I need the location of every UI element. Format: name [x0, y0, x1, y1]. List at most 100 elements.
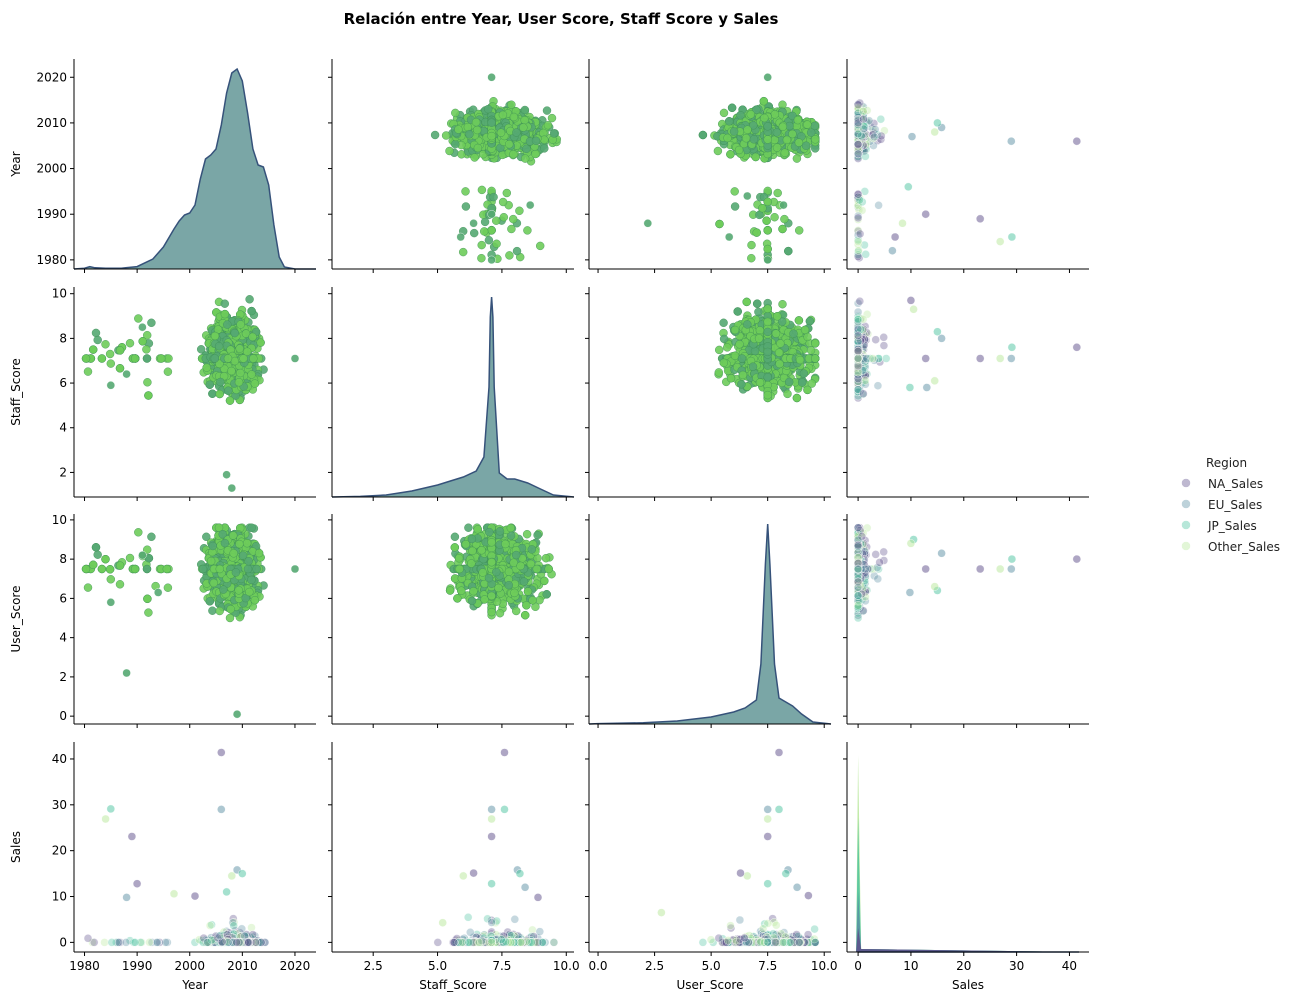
point — [512, 246, 522, 256]
kde-line — [73, 67, 316, 270]
point — [743, 125, 752, 134]
point — [471, 117, 481, 127]
point — [725, 117, 734, 126]
outlier-point — [1007, 136, 1016, 146]
point — [480, 217, 490, 227]
point — [853, 213, 863, 223]
point — [729, 127, 739, 136]
outlier-point — [976, 214, 985, 224]
point — [520, 115, 529, 125]
point — [509, 150, 518, 159]
y-tick-label: 1990 — [36, 207, 67, 221]
point — [492, 239, 501, 249]
point — [876, 114, 885, 124]
point — [854, 149, 863, 159]
point — [853, 129, 863, 139]
point — [861, 250, 870, 259]
panel-year-vs-staff-score — [328, 59, 574, 273]
point — [143, 378, 152, 387]
point — [855, 229, 865, 239]
point — [763, 244, 772, 254]
outlier-point — [487, 73, 496, 82]
point — [803, 120, 812, 129]
point — [499, 212, 508, 222]
point — [715, 219, 724, 229]
point — [473, 143, 483, 153]
point — [484, 235, 494, 245]
outlier-point — [898, 219, 907, 228]
point — [794, 138, 804, 147]
point — [747, 254, 756, 263]
point — [106, 359, 116, 368]
outlier-point — [526, 200, 535, 210]
point — [115, 364, 125, 373]
point — [784, 246, 793, 256]
point — [763, 197, 772, 207]
point — [105, 349, 115, 359]
point — [451, 139, 460, 149]
point — [509, 112, 519, 122]
point — [772, 128, 781, 137]
outlier-point — [904, 182, 913, 192]
point — [870, 132, 879, 142]
panel-year-vs-user-score — [585, 59, 831, 273]
point — [746, 110, 755, 119]
point — [522, 144, 531, 154]
point — [861, 152, 870, 161]
point — [445, 146, 454, 156]
point — [801, 141, 811, 150]
point — [770, 212, 779, 222]
point — [147, 318, 156, 327]
point — [853, 190, 863, 199]
point — [512, 128, 521, 137]
outlier-point — [779, 200, 788, 210]
point — [853, 237, 863, 246]
point — [536, 241, 545, 251]
point — [487, 226, 496, 235]
point — [742, 133, 751, 143]
point — [473, 125, 482, 135]
point — [853, 140, 863, 149]
outlier-point — [888, 246, 897, 255]
point — [83, 367, 93, 376]
point — [505, 139, 514, 149]
point — [470, 153, 479, 162]
panel-grid: 19801990200020102020Year246810Staff_Scor… — [9, 59, 1089, 992]
point — [719, 108, 729, 118]
outlier-point — [933, 118, 942, 128]
point — [713, 146, 723, 156]
outlier-point — [743, 191, 752, 201]
point — [91, 328, 101, 338]
point — [762, 216, 771, 225]
point — [502, 188, 511, 198]
point — [496, 128, 506, 137]
point — [220, 299, 230, 308]
outlier-point — [930, 127, 939, 137]
point — [780, 214, 789, 224]
outlier-point — [456, 232, 465, 242]
point — [430, 130, 440, 140]
point — [208, 389, 217, 398]
point — [451, 108, 460, 118]
point — [245, 295, 254, 304]
point — [463, 122, 473, 132]
point — [747, 240, 756, 250]
point — [163, 367, 173, 376]
point — [736, 111, 745, 120]
point — [487, 131, 496, 141]
y-tick-label: 2020 — [36, 70, 67, 84]
point — [523, 226, 532, 235]
point — [853, 100, 863, 110]
point — [770, 110, 779, 119]
point — [759, 96, 768, 106]
point — [540, 144, 549, 153]
point — [778, 122, 787, 132]
point — [811, 135, 820, 144]
point — [144, 391, 153, 400]
point — [859, 106, 868, 116]
outlier-point — [1007, 232, 1017, 242]
y-axis-label: Year — [9, 151, 23, 177]
point — [760, 113, 769, 123]
